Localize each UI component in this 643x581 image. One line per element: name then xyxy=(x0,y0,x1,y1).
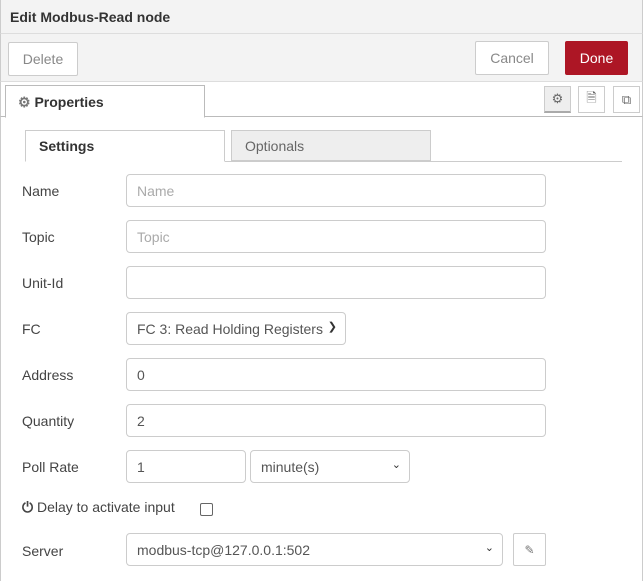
unitid-input[interactable] xyxy=(126,266,546,299)
server-value: modbus-tcp@127.0.0.1:502 xyxy=(137,542,310,558)
delete-button[interactable]: Delete xyxy=(8,42,78,76)
chevron-down-icon: ⌄ xyxy=(391,459,401,471)
dialog-title: Edit Modbus-Read node xyxy=(10,9,171,25)
chevron-down-icon: ⌄ xyxy=(484,542,494,554)
delay-text: Delay to activate input xyxy=(36,499,175,515)
tab-label: Properties xyxy=(34,94,104,110)
subtab-optionals[interactable]: Optionals xyxy=(231,130,431,161)
pollrate-label: Poll Rate xyxy=(22,459,79,475)
subtab-settings[interactable]: Settings xyxy=(25,130,225,162)
quantity-input[interactable]: 2 xyxy=(126,404,546,437)
fc-label: FC xyxy=(22,321,41,337)
cancel-button[interactable]: Cancel xyxy=(475,41,549,75)
fc-select[interactable]: FC 3: Read Holding Registers ❯ xyxy=(126,312,346,345)
dialog-header xyxy=(0,0,643,34)
tab-properties[interactable]: ⚙ Properties xyxy=(5,85,205,118)
pollrate-input[interactable]: 1 xyxy=(126,450,246,483)
power-icon: ⏻ xyxy=(22,499,34,515)
chevron-down-icon: ❯ xyxy=(327,321,337,333)
delay-checkbox[interactable] xyxy=(200,503,213,516)
name-input[interactable]: Name xyxy=(126,174,546,207)
gear-icon: ⚙ xyxy=(18,94,31,110)
server-select[interactable]: modbus-tcp@127.0.0.1:502 ⌄ xyxy=(126,533,503,566)
name-label: Name xyxy=(22,183,60,199)
topic-label: Topic xyxy=(22,229,55,245)
gear-icon[interactable]: ⚙ xyxy=(544,86,571,113)
divider xyxy=(25,161,622,162)
pollrate-unit-value: minute(s) xyxy=(261,459,320,475)
quantity-label: Quantity xyxy=(22,413,75,429)
topic-input[interactable]: Topic xyxy=(126,220,546,253)
address-input[interactable]: 0 xyxy=(126,358,546,391)
fc-value: FC 3: Read Holding Registers xyxy=(137,321,323,337)
pollrate-unit-select[interactable]: minute(s) ⌄ xyxy=(250,450,410,483)
document-icon[interactable]: 🗎 xyxy=(578,86,605,113)
appearance-icon[interactable]: ⧉ xyxy=(613,86,640,113)
delay-label: ⏻ Delay to activate input xyxy=(22,499,175,516)
pencil-icon: ✎ xyxy=(524,542,535,557)
done-button[interactable]: Done xyxy=(565,41,628,75)
unitid-label: Unit-Id xyxy=(22,275,64,291)
address-label: Address xyxy=(22,367,74,383)
server-label: Server xyxy=(22,543,64,559)
edit-server-button[interactable]: ✎ xyxy=(513,533,546,566)
